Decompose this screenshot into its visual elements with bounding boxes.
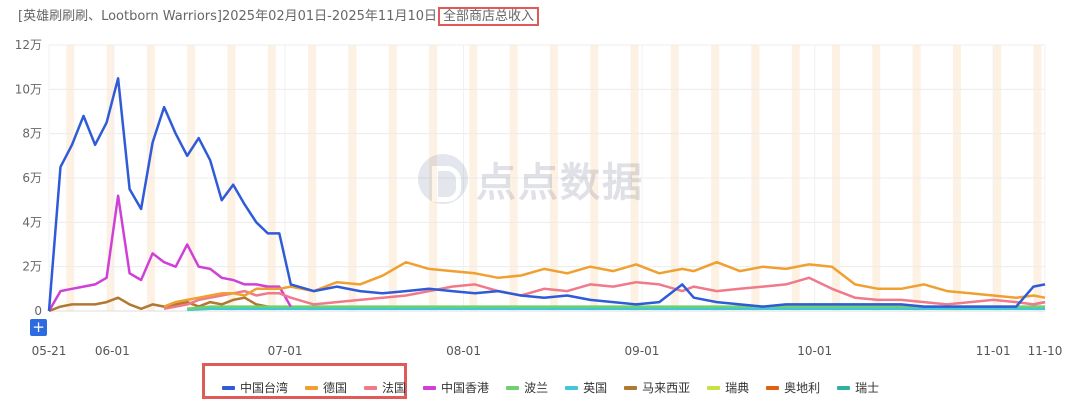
- legend-swatch: [222, 385, 235, 390]
- x-tick-label: 07-01: [268, 344, 303, 358]
- x-tick-label: 11-10: [1028, 344, 1063, 358]
- legend-swatch: [364, 385, 378, 390]
- legend-swatch: [506, 385, 520, 390]
- legend-item[interactable]: 德国: [305, 379, 347, 396]
- watermark: 点点数据: [418, 150, 644, 208]
- y-tick-label: 10万: [15, 82, 42, 96]
- x-tick-label: 06-01: [95, 344, 130, 358]
- y-tick-label: 6万: [22, 171, 42, 185]
- x-axis-ticks: 05-21 06-01 07-01 08-01 09-01 10-01 11-01 11-10: [32, 344, 1063, 358]
- legend-swatch: [565, 385, 579, 390]
- legend-item[interactable]: 中国台湾: [222, 379, 288, 396]
- legend-label: 中国香港: [441, 381, 490, 395]
- legend-item[interactable]: 瑞士: [837, 379, 879, 396]
- y-axis-ticks: 0 2万 4万 6万 8万 10万 12万: [15, 38, 42, 318]
- series-lines: [47, 77, 1046, 313]
- series-line: [187, 305, 1045, 311]
- legend-item[interactable]: 英国: [565, 379, 607, 396]
- watermark-logo-icon: [418, 154, 468, 204]
- x-tick-label: 08-01: [446, 344, 481, 358]
- legend-label: 法国: [382, 381, 407, 395]
- y-tick-label: 0: [34, 304, 42, 318]
- y-tick-label: 4万: [22, 215, 42, 229]
- legend-item[interactable]: 瑞典: [707, 379, 749, 396]
- series-line: [163, 260, 1046, 308]
- y-tick-label: 8万: [22, 127, 42, 141]
- legend-swatch: [837, 385, 851, 390]
- legend-item[interactable]: 法国: [364, 379, 406, 396]
- x-tick-label: 11-01: [976, 344, 1011, 358]
- legend-item[interactable]: 奥地利: [766, 379, 820, 396]
- x-tick-label: 10-01: [797, 344, 832, 358]
- legend-item[interactable]: 马来西亚: [624, 379, 690, 396]
- legend-label: 奥地利: [784, 381, 821, 395]
- y-tick-label: 12万: [15, 38, 42, 52]
- series-line: [187, 307, 1045, 312]
- zoom-in-button[interactable]: +: [30, 319, 47, 336]
- legend-highlight-box: [202, 363, 407, 399]
- legend-label: 德国: [323, 381, 348, 395]
- legend[interactable]: 中国台湾 德国 法国 中国香港 波兰 英国 马来西亚 瑞典 奥地利 瑞士: [222, 379, 896, 396]
- legend-swatch: [305, 385, 319, 390]
- x-tick-label: 09-01: [625, 344, 660, 358]
- y-tick-label: 2万: [22, 260, 42, 274]
- legend-label: 中国台湾: [240, 381, 289, 395]
- chart-title: [英雄刷刷刷、Lootborn Warriors]2025年02月01日-202…: [18, 5, 540, 26]
- series-line: [47, 194, 1046, 312]
- legend-swatch: [766, 385, 780, 390]
- watermark-text: 点点数据: [476, 160, 644, 206]
- legend-label: 波兰: [524, 381, 549, 395]
- legend-swatch: [624, 385, 638, 390]
- legend-label: 英国: [583, 381, 608, 395]
- legend-item[interactable]: 波兰: [506, 379, 548, 396]
- legend-label: 瑞典: [725, 381, 750, 395]
- legend-swatch: [707, 385, 721, 390]
- legend-item[interactable]: 中国香港: [423, 379, 489, 396]
- title-text: [英雄刷刷刷、Lootborn Warriors]2025年02月01日-202…: [18, 9, 438, 24]
- title-highlight: 全部商店总收入: [438, 7, 540, 26]
- x-tick-label: 05-21: [32, 344, 67, 358]
- legend-label: 马来西亚: [642, 381, 691, 395]
- legend-swatch: [423, 385, 437, 390]
- series-line: [47, 77, 1046, 312]
- legend-label: 瑞士: [855, 381, 880, 395]
